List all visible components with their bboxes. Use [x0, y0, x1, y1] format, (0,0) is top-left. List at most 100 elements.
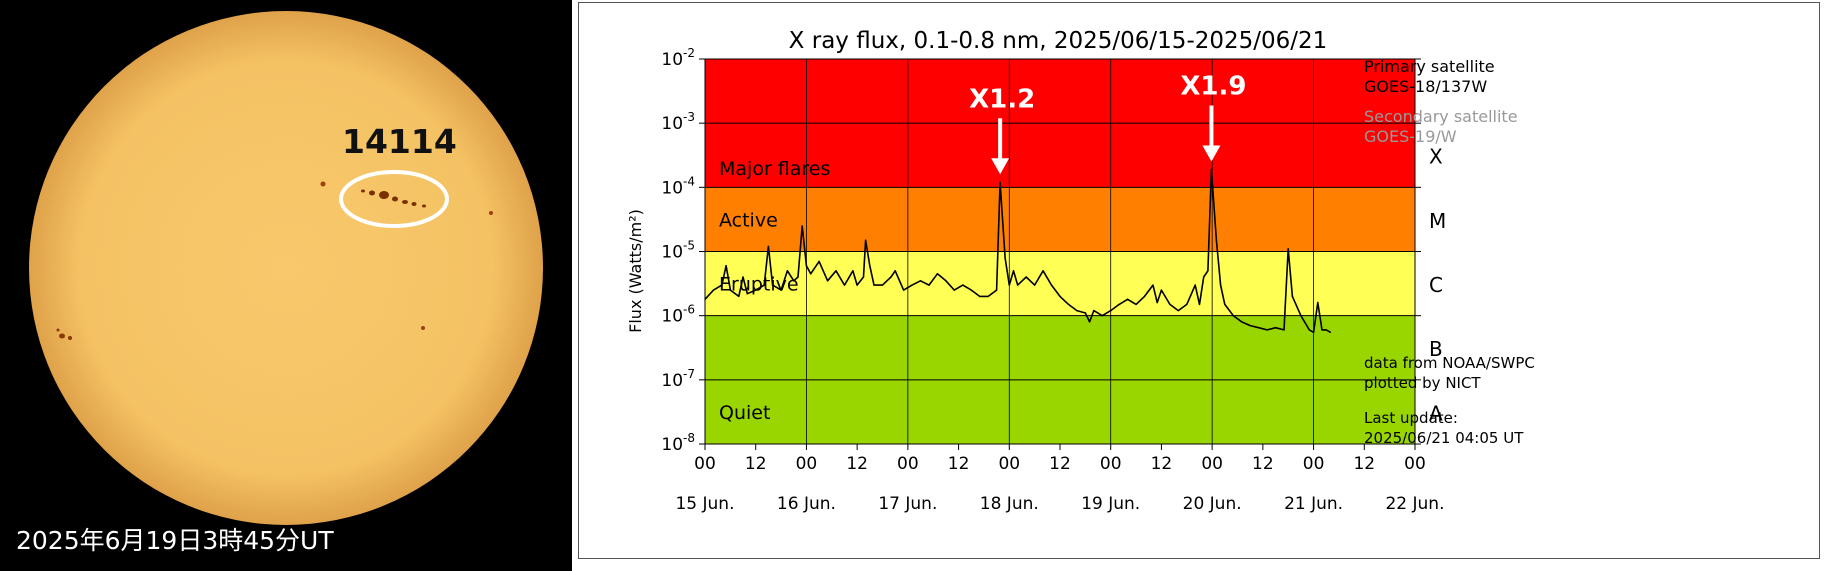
flux-data-point — [1321, 329, 1323, 331]
flux-data-point — [894, 270, 896, 272]
x-hour-tick-label: 00 — [1201, 454, 1223, 474]
x-hour-tick-label: 12 — [1151, 454, 1173, 474]
flare-class-label: A — [1429, 401, 1443, 425]
x-hour-tick-label: 00 — [1303, 454, 1325, 474]
flux-data-point — [1135, 303, 1137, 305]
flare-class-label: C — [1429, 273, 1443, 297]
x-hour-tick-label: 12 — [1049, 454, 1071, 474]
activity-band-1 — [705, 187, 1415, 252]
flux-data-point — [1207, 270, 1209, 272]
flux-data-point — [869, 265, 871, 267]
flux-data-point — [1241, 321, 1243, 323]
x-day-tick-label: 20 Jun. — [1183, 494, 1242, 514]
flux-data-point — [1287, 248, 1289, 250]
flux-data-point — [1300, 315, 1302, 317]
band-label: Major flares — [719, 158, 830, 180]
flux-data-point — [881, 284, 884, 286]
flux-data-point — [797, 276, 799, 278]
flux-data-point — [1143, 295, 1146, 297]
region-highlight-ellipse — [339, 170, 449, 228]
flux-data-point — [1215, 239, 1217, 241]
flux-data-point — [979, 295, 981, 297]
sunspot — [489, 211, 493, 215]
flux-data-point — [999, 181, 1001, 183]
flux-data-point — [1283, 329, 1285, 331]
flux-data-point — [1008, 284, 1010, 286]
flux-data-point — [712, 289, 715, 291]
flux-data-point — [1152, 284, 1154, 286]
sunspot-group-limb — [56, 328, 72, 340]
x-hour-tick-label: 12 — [846, 454, 868, 474]
x-day-tick-label: 17 Jun. — [878, 494, 937, 514]
flux-data-point — [1194, 284, 1196, 286]
flux-data-point — [738, 295, 740, 297]
last-update-value: 2025/06/21 04:05 UT — [1364, 429, 1524, 447]
flux-data-point — [1312, 331, 1315, 333]
flux-data-point — [1101, 315, 1103, 317]
flux-data-point — [1025, 276, 1027, 278]
band-label: Active — [719, 209, 778, 231]
plotted-by-credit: plotted by NICT — [1364, 374, 1481, 392]
x-day-tick-label: 22 Jun. — [1385, 494, 1444, 514]
flux-data-point — [1186, 303, 1188, 305]
flux-data-point — [780, 289, 782, 291]
flux-data-point — [1203, 276, 1205, 278]
flux-data-point — [786, 270, 789, 272]
flux-data-point — [1127, 298, 1129, 300]
solar-disk-image — [29, 11, 543, 525]
solar-image-panel: 14114 2025年6月19日3時45分UT — [0, 0, 572, 571]
flux-data-point — [1317, 301, 1319, 304]
flux-data-point — [1034, 284, 1036, 286]
flux-data-point — [1258, 327, 1260, 329]
flux-data-point — [945, 280, 947, 282]
flux-data-point — [835, 270, 837, 272]
flux-data-point — [763, 284, 765, 286]
x-hour-tick-label: 00 — [1404, 454, 1426, 474]
flux-data-point — [903, 289, 905, 291]
y-tick-label: 10-8 — [661, 431, 695, 455]
y-tick-label: 10-6 — [661, 303, 695, 327]
flux-data-point — [1308, 329, 1310, 331]
flux-data-point — [1219, 284, 1222, 286]
x-hour-tick-label: 00 — [1100, 454, 1122, 474]
y-tick-label: 10-3 — [661, 110, 695, 134]
flare-annotation-label: X1.9 — [1180, 71, 1246, 101]
x-hour-tick-label: 12 — [745, 454, 767, 474]
flare-class-label: B — [1429, 337, 1443, 361]
region-number-label: 14114 — [342, 122, 457, 161]
flux-data-point — [1156, 301, 1158, 304]
x-day-tick-label: 18 Jun. — [980, 494, 1039, 514]
band-label: Quiet — [719, 402, 770, 424]
x-hour-tick-label: 12 — [1353, 454, 1375, 474]
flux-data-point — [1169, 303, 1171, 305]
x-hour-tick-label: 00 — [796, 454, 818, 474]
flux-data-point — [864, 239, 867, 241]
flare-class-label: M — [1429, 209, 1446, 233]
y-tick-label: 10-2 — [661, 46, 695, 70]
sunspot — [320, 181, 326, 187]
flux-data-point — [843, 284, 846, 286]
flux-data-point — [1210, 168, 1213, 171]
flux-data-point — [772, 284, 774, 286]
xray-flux-chart-panel: Major flares Active Eruptive Quiet X1.2 X1.9… — [578, 2, 1820, 559]
x-day-tick-label: 19 Jun. — [1081, 494, 1140, 514]
flux-data-point — [996, 289, 998, 291]
flux-data-point — [1067, 303, 1070, 305]
flux-data-point — [919, 280, 922, 282]
flare-annotation-arrowhead — [991, 158, 1010, 175]
flux-data-point — [1118, 303, 1120, 305]
x-hour-tick-label: 00 — [694, 454, 716, 474]
flux-data-point — [873, 284, 875, 286]
flux-data-point — [862, 276, 865, 278]
band-label: Eruptive — [719, 274, 799, 296]
flux-data-point — [1042, 270, 1044, 272]
sunspot-group-main — [361, 189, 426, 208]
flux-data-point — [1093, 309, 1095, 312]
flux-data-point — [1076, 309, 1078, 312]
flux-data-point — [1249, 325, 1251, 327]
flux-data-point — [1088, 321, 1091, 323]
flux-data-point — [987, 295, 989, 297]
primary-satellite-value: GOES-18/137W — [1364, 77, 1488, 96]
flux-data-point — [1232, 315, 1234, 317]
flux-data-point — [729, 289, 731, 291]
